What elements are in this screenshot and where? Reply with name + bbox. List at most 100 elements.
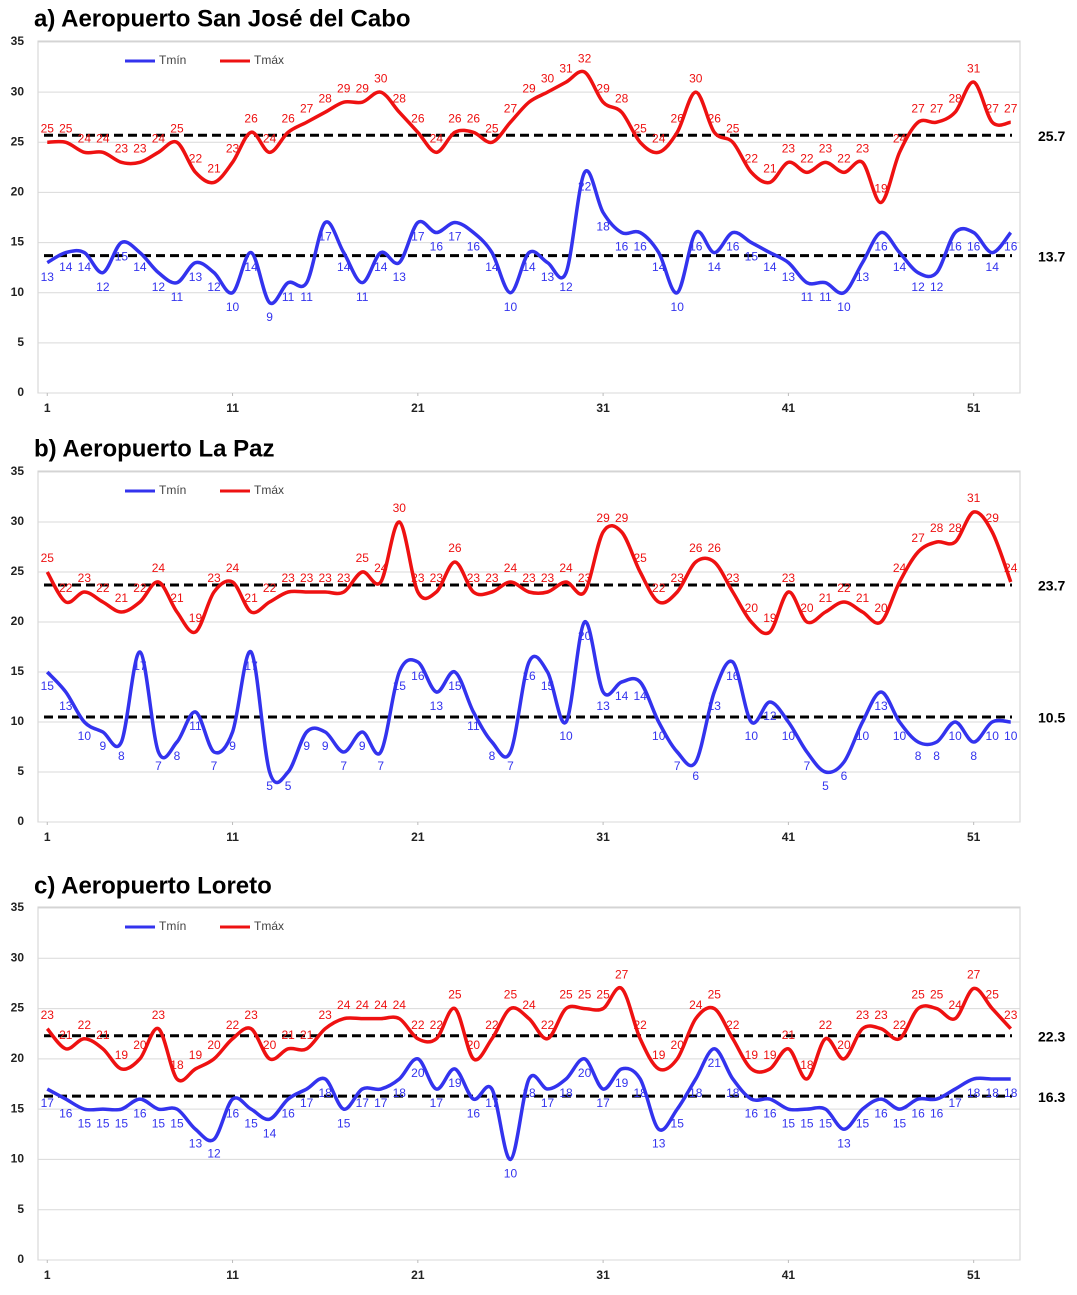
data-label: 29 <box>596 511 610 525</box>
data-label: 25 <box>41 551 55 565</box>
data-label: 24 <box>393 998 407 1012</box>
data-label: 13 <box>189 270 203 284</box>
data-label: 22 <box>485 1018 499 1032</box>
data-label: 17 <box>448 230 462 244</box>
data-label: 15 <box>782 1116 796 1130</box>
data-label: 16 <box>133 1106 147 1120</box>
data-label: 16 <box>467 240 481 254</box>
legend-label: Tmáx <box>254 919 284 933</box>
data-label: 23 <box>133 142 147 156</box>
data-label: 8 <box>915 749 922 763</box>
data-label: 14 <box>59 260 73 274</box>
data-label: 26 <box>448 111 462 125</box>
data-label: 16 <box>430 240 444 254</box>
data-label: 10 <box>1004 729 1018 743</box>
data-label: 29 <box>356 81 370 95</box>
data-label: 11 <box>801 290 814 304</box>
data-label: 20 <box>133 1038 147 1052</box>
data-label: 5 <box>285 779 292 793</box>
legend-label: Tmáx <box>254 483 284 497</box>
data-label: 6 <box>841 769 848 783</box>
legend-label: Tmáx <box>254 53 284 67</box>
data-label: 23 <box>226 142 240 156</box>
data-label: 15 <box>800 1116 814 1130</box>
data-label: 14 <box>337 260 351 274</box>
data-label: 15 <box>41 679 55 693</box>
data-label: 22 <box>837 581 851 595</box>
data-label: 23 <box>726 571 740 585</box>
data-label: 17 <box>319 230 333 244</box>
data-label: 27 <box>967 968 981 982</box>
data-label: 23 <box>522 571 536 585</box>
data-label: 15 <box>671 1116 685 1130</box>
data-label: 10 <box>837 300 851 314</box>
data-label: 8 <box>174 749 181 763</box>
data-label: 28 <box>948 521 962 535</box>
data-label: 12 <box>763 709 777 723</box>
data-label: 23 <box>578 571 592 585</box>
x-tick-label: 51 <box>967 1268 981 1282</box>
data-label: 25 <box>930 988 944 1002</box>
data-label: 23 <box>874 1008 888 1022</box>
data-label: 13 <box>541 270 555 284</box>
data-label: 12 <box>207 1146 221 1160</box>
data-label: 15 <box>541 679 555 693</box>
data-label: 25 <box>708 988 722 1002</box>
data-label: 8 <box>118 749 125 763</box>
data-label: 14 <box>633 689 647 703</box>
data-label: 22 <box>430 1018 444 1032</box>
plot-frame <box>37 470 1021 823</box>
data-label: 21 <box>300 1028 314 1042</box>
data-label: 15 <box>244 1116 258 1130</box>
mean-label: 13.7 <box>1038 248 1065 264</box>
x-tick-label: 1 <box>44 401 51 415</box>
data-label: 30 <box>393 501 407 515</box>
data-label: 24 <box>263 131 277 145</box>
data-label: 17 <box>41 1096 55 1110</box>
y-tick-label: 10 <box>11 1152 25 1166</box>
data-label: 16 <box>59 1106 73 1120</box>
data-label: 23 <box>541 571 555 585</box>
data-label: 22 <box>189 152 203 166</box>
data-label: 32 <box>578 51 592 65</box>
data-label: 21 <box>207 162 221 176</box>
data-label: 24 <box>522 998 536 1012</box>
series-line <box>45 510 1013 636</box>
data-label: 8 <box>933 749 940 763</box>
data-label: 13 <box>59 699 73 713</box>
data-label: 26 <box>671 111 685 125</box>
y-tick-label: 0 <box>17 385 24 399</box>
data-label: 12 <box>911 280 925 294</box>
data-label: 17 <box>374 1096 388 1110</box>
data-label: 24 <box>1004 561 1018 575</box>
data-label: 12 <box>207 280 221 294</box>
series-line <box>46 1047 1011 1162</box>
x-tick-label: 11 <box>226 830 239 844</box>
data-label: 13 <box>430 699 444 713</box>
data-label: 20 <box>578 1066 592 1080</box>
data-label: 12 <box>96 280 110 294</box>
x-tick-label: 21 <box>411 401 425 415</box>
y-tick-label: 30 <box>11 950 25 964</box>
legend-label: Tmín <box>159 483 186 497</box>
mean-label: 10.5 <box>1038 710 1065 726</box>
data-label: 18 <box>393 1086 407 1100</box>
data-label: 24 <box>374 561 388 575</box>
data-label: 22 <box>819 1018 833 1032</box>
data-label: 13 <box>708 699 722 713</box>
y-tick-label: 5 <box>17 1202 24 1216</box>
data-label: 18 <box>689 1086 703 1100</box>
data-label: 16 <box>874 240 888 254</box>
data-label: 13 <box>652 1136 666 1150</box>
data-label: 31 <box>967 491 981 505</box>
data-label: 23 <box>856 142 870 156</box>
x-tick-label: 1 <box>44 830 51 844</box>
data-label: 20 <box>467 1038 481 1052</box>
data-label: 12 <box>559 280 573 294</box>
data-label: 18 <box>633 1086 647 1100</box>
data-label: 16 <box>522 669 536 683</box>
data-label: 20 <box>207 1038 221 1052</box>
data-label: 10 <box>856 729 870 743</box>
data-label: 23 <box>41 1008 55 1022</box>
data-label: 25 <box>504 988 518 1002</box>
